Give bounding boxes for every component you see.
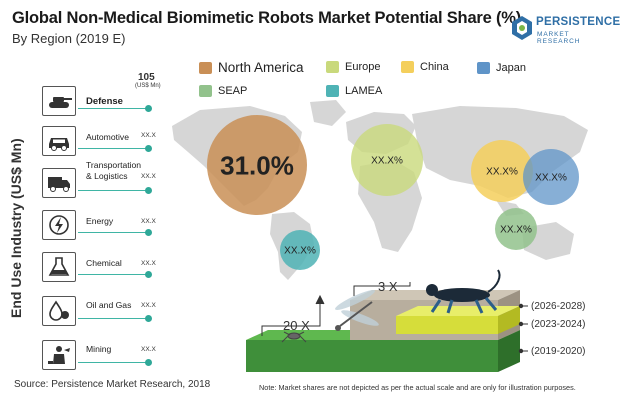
world-map bbox=[172, 100, 588, 280]
legend-label: LAMEA bbox=[345, 85, 383, 97]
south-america-landmass bbox=[270, 212, 314, 280]
legend-swatch bbox=[477, 62, 490, 74]
industry-label-line1: Transportation bbox=[86, 160, 142, 170]
legend-label: China bbox=[420, 61, 449, 73]
dragonfly-robot-icon bbox=[334, 290, 379, 331]
legend-item-japan: Japan bbox=[477, 62, 526, 74]
industry-value: XX.X bbox=[141, 218, 156, 225]
tank-icon bbox=[42, 86, 76, 116]
industry-label-line2: & Logistics bbox=[86, 171, 128, 181]
africa-landmass bbox=[358, 160, 422, 252]
connector-line bbox=[78, 108, 146, 109]
connector-dot bbox=[145, 187, 152, 194]
connector-dot bbox=[145, 359, 152, 366]
legend-swatch bbox=[401, 61, 414, 73]
industry-defense: Defense 105 (US$ Mn) bbox=[38, 72, 178, 122]
industry-chemical: Chemical XX.X bbox=[38, 252, 178, 288]
legend-item-lamea: LAMEA bbox=[326, 85, 382, 97]
industry-value: XX.X bbox=[141, 346, 156, 353]
industry-oil-and-gas: Oil and Gas XX.X bbox=[38, 296, 178, 332]
car-icon bbox=[42, 126, 76, 156]
industry-label: Energy bbox=[86, 216, 114, 226]
connector-dot bbox=[145, 229, 152, 236]
logo-mark-icon bbox=[512, 16, 532, 40]
connector-line bbox=[78, 274, 146, 275]
industry-energy: Energy XX.X bbox=[38, 210, 178, 246]
legend-swatch bbox=[326, 61, 339, 73]
europe-landmass bbox=[346, 112, 416, 154]
continents bbox=[172, 100, 588, 280]
truck-icon bbox=[42, 168, 76, 198]
legend-label: Europe bbox=[345, 61, 381, 73]
connector-line bbox=[78, 148, 146, 149]
north-america-landmass bbox=[172, 106, 302, 206]
source-note: Source: Persistence Market Research, 201… bbox=[14, 379, 211, 390]
logo-tagline: MARKET RESEARCH bbox=[537, 31, 581, 45]
connector-dot bbox=[145, 315, 152, 322]
industry-transportation: Transportation & Logistics XX.X bbox=[38, 160, 178, 204]
connector-line bbox=[78, 362, 146, 363]
legend-label: North America bbox=[218, 60, 304, 75]
industry-value: 105 bbox=[138, 72, 155, 83]
connector-dot bbox=[145, 271, 152, 278]
lightning-icon bbox=[42, 210, 76, 240]
growth-step-20x: 20 X bbox=[283, 318, 310, 333]
connector-line bbox=[78, 232, 146, 233]
industry-label: Chemical bbox=[86, 258, 122, 268]
legend-item-north-america: North America bbox=[199, 60, 304, 75]
industry-label: Oil and Gas bbox=[86, 300, 132, 310]
legend-swatch bbox=[199, 85, 212, 97]
connector-line bbox=[78, 318, 146, 319]
industry-value: XX.X bbox=[141, 302, 156, 309]
greenland-landmass bbox=[310, 100, 346, 126]
southeast-asia-landmass bbox=[496, 200, 524, 216]
industry-label: Defense bbox=[86, 96, 123, 107]
industry-automotive: Automotive XX.X bbox=[38, 126, 178, 162]
industry-value: XX.X bbox=[141, 173, 156, 180]
growth-step-3x: 3 X bbox=[378, 279, 398, 294]
industry-mining: Mining XX.X bbox=[38, 340, 178, 376]
legend-label: Japan bbox=[496, 62, 526, 74]
legend-item-china: China bbox=[401, 61, 449, 73]
legend-swatch bbox=[326, 85, 339, 97]
connector-dot bbox=[145, 105, 152, 112]
chart-title: Global Non-Medical Biomimetic Robots Mar… bbox=[12, 9, 522, 27]
industry-label: Mining bbox=[86, 344, 112, 354]
period-label: (2026-2028) bbox=[531, 301, 586, 312]
logo-brand: PERSISTENCE bbox=[536, 16, 620, 28]
connector-dot bbox=[145, 145, 152, 152]
asia-landmass bbox=[412, 106, 588, 198]
legend-label: SEAP bbox=[218, 85, 248, 97]
legend-swatch bbox=[199, 61, 212, 74]
flask-icon bbox=[42, 252, 76, 282]
connector-line bbox=[78, 190, 146, 191]
australia-landmass bbox=[522, 222, 574, 260]
disclaimer-note: Note: Market shares are not depicted as … bbox=[259, 383, 576, 392]
industry-label: Automotive bbox=[86, 132, 129, 142]
oil-drop-icon bbox=[42, 296, 76, 326]
legend-item-seap: SEAP bbox=[199, 85, 247, 97]
miner-icon bbox=[42, 340, 76, 370]
industry-unit: (US$ Mn) bbox=[135, 83, 161, 89]
spider-robot-icon bbox=[281, 331, 307, 343]
period-label: (2023-2024) bbox=[531, 319, 586, 330]
brand-logo: PERSISTENCE MARKET RESEARCH bbox=[510, 12, 620, 48]
chart-legend: North America Europe China Japan SEAP LA… bbox=[199, 58, 559, 102]
period-markers bbox=[518, 303, 528, 354]
industry-value: XX.X bbox=[141, 132, 156, 139]
legend-item-europe: Europe bbox=[326, 61, 380, 73]
y-axis-label: End Use Industry (US$ Mn) bbox=[8, 138, 24, 318]
industry-value: XX.X bbox=[141, 260, 156, 267]
chart-subtitle: By Region (2019 E) bbox=[12, 31, 126, 46]
period-label: (2019-2020) bbox=[531, 346, 586, 357]
